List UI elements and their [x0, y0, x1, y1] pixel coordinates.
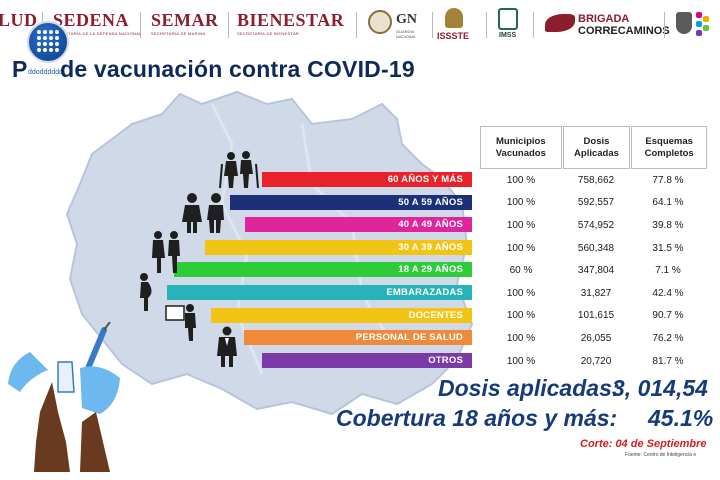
brigada-label: BRIGADA — [578, 13, 630, 25]
map-border-line — [210, 103, 264, 375]
table-row: 100 % 560,348 31.5 % — [480, 237, 708, 260]
header-esquemas: Esquemas Completos — [631, 126, 707, 169]
cell-dosis: 101,615 — [577, 310, 615, 322]
table-row: 100 % 26,055 76.2 % — [480, 327, 708, 350]
age-group-bar: PERSONAL DE SALUD — [244, 330, 472, 346]
age-group-bar: 60 AÑOS Y MÁS — [262, 172, 472, 187]
age-group-bar: 40 A 49 AÑOS — [245, 217, 472, 233]
vaccination-emblem-icon — [27, 21, 69, 63]
cell-municipios: 100 % — [506, 219, 536, 231]
dosis-label: Dosis aplicadas: — [438, 375, 620, 401]
cell-esquemas: 90.7 % — [652, 310, 684, 322]
guardia-nacional-emblem-icon — [368, 10, 392, 34]
logo-divider — [356, 12, 357, 38]
cell-municipios: 100 % — [506, 174, 536, 186]
cell-esquemas: 7.1 % — [655, 265, 681, 277]
table-row: 100 % 101,615 90.7 % — [480, 305, 708, 328]
cell-municipios: 100 % — [506, 287, 536, 299]
cell-esquemas: 76.2 % — [652, 332, 684, 344]
cell-esquemas: 81.7 % — [652, 355, 684, 367]
cell-dosis: 26,055 — [580, 332, 612, 344]
header-dosis: Dosis Aplicadas — [562, 126, 631, 169]
age-group-bar: OTROS — [262, 352, 472, 368]
gn-subtitle: GUARDIA NACIONAL — [396, 29, 417, 39]
cell-dosis: 574,952 — [577, 219, 615, 231]
table-row: 100 % 592,557 64.1 % — [480, 192, 708, 215]
logo-divider — [664, 12, 665, 38]
teacher-icon — [165, 304, 196, 341]
issste-logo: ISSSTE — [437, 31, 470, 41]
cell-dosis: 347,804 — [577, 265, 615, 277]
vaccination-table: Municipios Vacunados Dosis Aplicadas Esq… — [480, 126, 708, 372]
cell-dosis: 758,662 — [577, 174, 615, 186]
emblem-caption: ddodddddd — [28, 69, 64, 76]
semar-logo: SEMAR — [151, 10, 219, 30]
state-shield-icon — [676, 12, 692, 34]
correcaminos-label: CORRECAMINOS — [578, 25, 670, 37]
logo-divider — [140, 12, 141, 38]
table-row: 100 % 20,720 81.7 % — [480, 350, 708, 373]
age-group-bar: 18 A 29 AÑOS — [174, 262, 472, 278]
logo-divider — [486, 12, 487, 38]
elderly-couple-icon — [219, 151, 259, 189]
emblem-dots — [37, 30, 59, 52]
bienestar-subtitle: SECRETARÍA DE BIENESTAR — [237, 31, 300, 36]
adult-couple-icon — [182, 193, 224, 233]
table-row: 100 % 574,952 39.8 % — [480, 214, 708, 237]
imss-emblem-icon — [498, 8, 518, 30]
age-group-bar: 30 A 39 AÑOS — [205, 239, 472, 255]
cell-municipios: 60 % — [509, 265, 533, 277]
logo-strip: LUD SEDENA SECRETARÍA DE LA DEFENSA NACI… — [0, 0, 720, 48]
title-text: P de vacunación contra COVID-19 — [12, 56, 415, 82]
table-body: 100 % 758,662 77.8 % 100 % 592,557 64.1 % 100 … — [480, 169, 708, 372]
pregnant-woman-icon — [140, 273, 152, 311]
cell-municipios: 100 % — [506, 242, 536, 254]
table-header: Municipios Vacunados Dosis Aplicadas Esq… — [480, 126, 708, 169]
cobertura-label: Cobertura 18 años y más: — [336, 405, 618, 431]
roadrunner-icon — [545, 14, 575, 32]
cobertura-value: 45.1% — [648, 405, 714, 431]
age-group-bar: EMBARAZADAS — [167, 285, 472, 300]
table-row: 60 % 347,804 7.1 % — [480, 259, 708, 282]
age-group-bar: 50 A 59 AÑOS — [230, 194, 472, 210]
cell-municipios: 100 % — [506, 332, 536, 344]
cell-esquemas: 31.5 % — [652, 242, 684, 254]
cell-dosis: 31,827 — [580, 287, 612, 299]
cell-municipios: 100 % — [506, 355, 536, 367]
logo-divider — [533, 12, 534, 38]
issste-emblem-icon — [445, 8, 463, 28]
cell-esquemas: 64.1 % — [652, 197, 684, 209]
cell-dosis: 592,557 — [577, 197, 615, 209]
cell-esquemas: 77.8 % — [652, 174, 684, 186]
doctor-icon — [217, 326, 237, 367]
table-row: 100 % 758,662 77.8 % — [480, 169, 708, 192]
cutoff-date: Corte: 04 de Septiembre — [580, 438, 707, 450]
gloved-hands-icon — [8, 322, 120, 472]
cell-dosis: 20,720 — [580, 355, 612, 367]
logo-divider — [432, 12, 433, 38]
young-couple-icon — [152, 231, 180, 273]
semar-subtitle: SECRETARÍA DE MARINA — [151, 31, 206, 36]
cell-municipios: 100 % — [506, 310, 536, 322]
bienestar-logo: BIENESTAR — [237, 10, 345, 30]
state-logo-icon — [696, 12, 710, 38]
source-note: Fuente: Centro de Inteligencia e — [625, 452, 697, 458]
imss-logo: IMSS — [499, 32, 517, 39]
page-title: P de vacunación contra COVID-19 — [12, 56, 415, 83]
sedena-logo: SEDENA — [53, 10, 130, 30]
age-group-bar: DOCENTES — [211, 307, 472, 323]
logo-divider — [228, 12, 229, 38]
gn-logo: GN — [396, 12, 417, 27]
sedena-subtitle: SECRETARÍA DE LA DEFENSA NACIONAL — [53, 31, 142, 36]
cell-municipios: 100 % — [506, 197, 536, 209]
table-row: 100 % 31,827 42.4 % — [480, 282, 708, 305]
salud-logo: LUD — [0, 10, 38, 30]
dosis-value: 3, 014,54 — [612, 375, 708, 401]
cell-esquemas: 39.8 % — [652, 219, 684, 231]
cell-dosis: 560,348 — [577, 242, 615, 254]
header-municipios: Municipios Vacunados — [480, 126, 562, 169]
cell-esquemas: 42.4 % — [652, 287, 684, 299]
